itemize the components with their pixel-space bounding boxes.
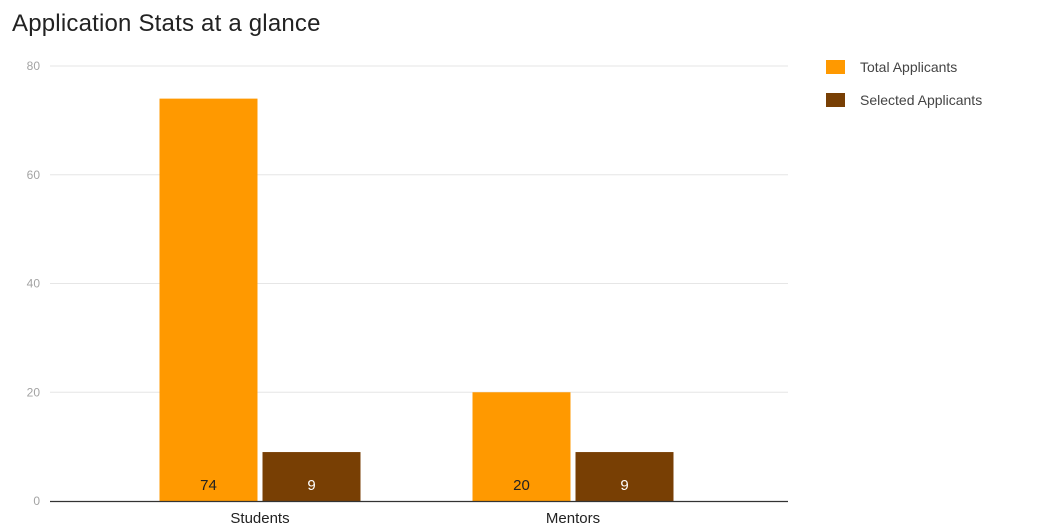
x-category-label: Students xyxy=(230,510,289,527)
data-label: 9 xyxy=(307,477,315,494)
data-label: 9 xyxy=(620,477,628,494)
data-label: 20 xyxy=(513,477,530,494)
x-category-label: Mentors xyxy=(546,510,600,527)
legend-swatch xyxy=(826,60,845,74)
data-label: 74 xyxy=(200,477,217,494)
y-tick-label: 0 xyxy=(33,494,40,508)
y-axis-ticks: 0 20 40 60 80 xyxy=(27,59,41,508)
x-axis-categories: Students Mentors xyxy=(230,510,600,527)
y-tick-label: 40 xyxy=(27,277,41,291)
chart-title: Application Stats at a glance xyxy=(12,10,321,37)
bar xyxy=(262,452,361,501)
data-labels: 74 9 20 9 xyxy=(200,477,629,494)
legend-swatch xyxy=(826,93,845,107)
y-tick-label: 60 xyxy=(27,168,41,182)
y-tick-label: 80 xyxy=(27,59,41,73)
legend-label: Selected Applicants xyxy=(860,92,982,108)
bars xyxy=(159,98,674,501)
bar xyxy=(575,452,674,501)
y-tick-label: 20 xyxy=(27,385,41,399)
legend-label: Total Applicants xyxy=(860,59,957,75)
bar xyxy=(159,98,258,501)
bar xyxy=(472,392,571,501)
legend: Total Applicants Selected Applicants xyxy=(826,59,982,108)
